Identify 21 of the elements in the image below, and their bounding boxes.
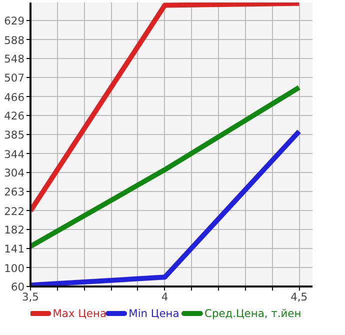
legend-label: Max Цена: [52, 307, 106, 320]
y-tick-label: 629: [4, 14, 25, 28]
y-tick-label: 100: [4, 262, 25, 275]
y-tick-label: 385: [4, 128, 25, 142]
y-tick-label: 344: [4, 148, 25, 161]
y-tick-label: 304: [4, 166, 25, 180]
y-tick-label: 426: [4, 110, 25, 123]
y-tick-label: 222: [4, 204, 25, 218]
y-tick-label: 182: [4, 224, 25, 237]
y-tick-label: 141: [4, 242, 25, 256]
y-tick-label: 60: [10, 280, 25, 294]
x-tick-label: 4,5: [290, 290, 308, 304]
x-tick-label: 4: [161, 290, 168, 304]
y-tick-label: 466: [4, 90, 25, 104]
y-tick-label: 548: [4, 52, 25, 66]
y-tick-label: 507: [4, 72, 25, 85]
x-tick-label: 3,5: [22, 290, 39, 304]
legend-label: Сред.Цена, т.йен: [204, 307, 302, 320]
y-tick-label: 263: [4, 186, 25, 199]
legend-label: Min Цена: [128, 307, 180, 320]
y-tick-label: 588: [4, 34, 25, 47]
